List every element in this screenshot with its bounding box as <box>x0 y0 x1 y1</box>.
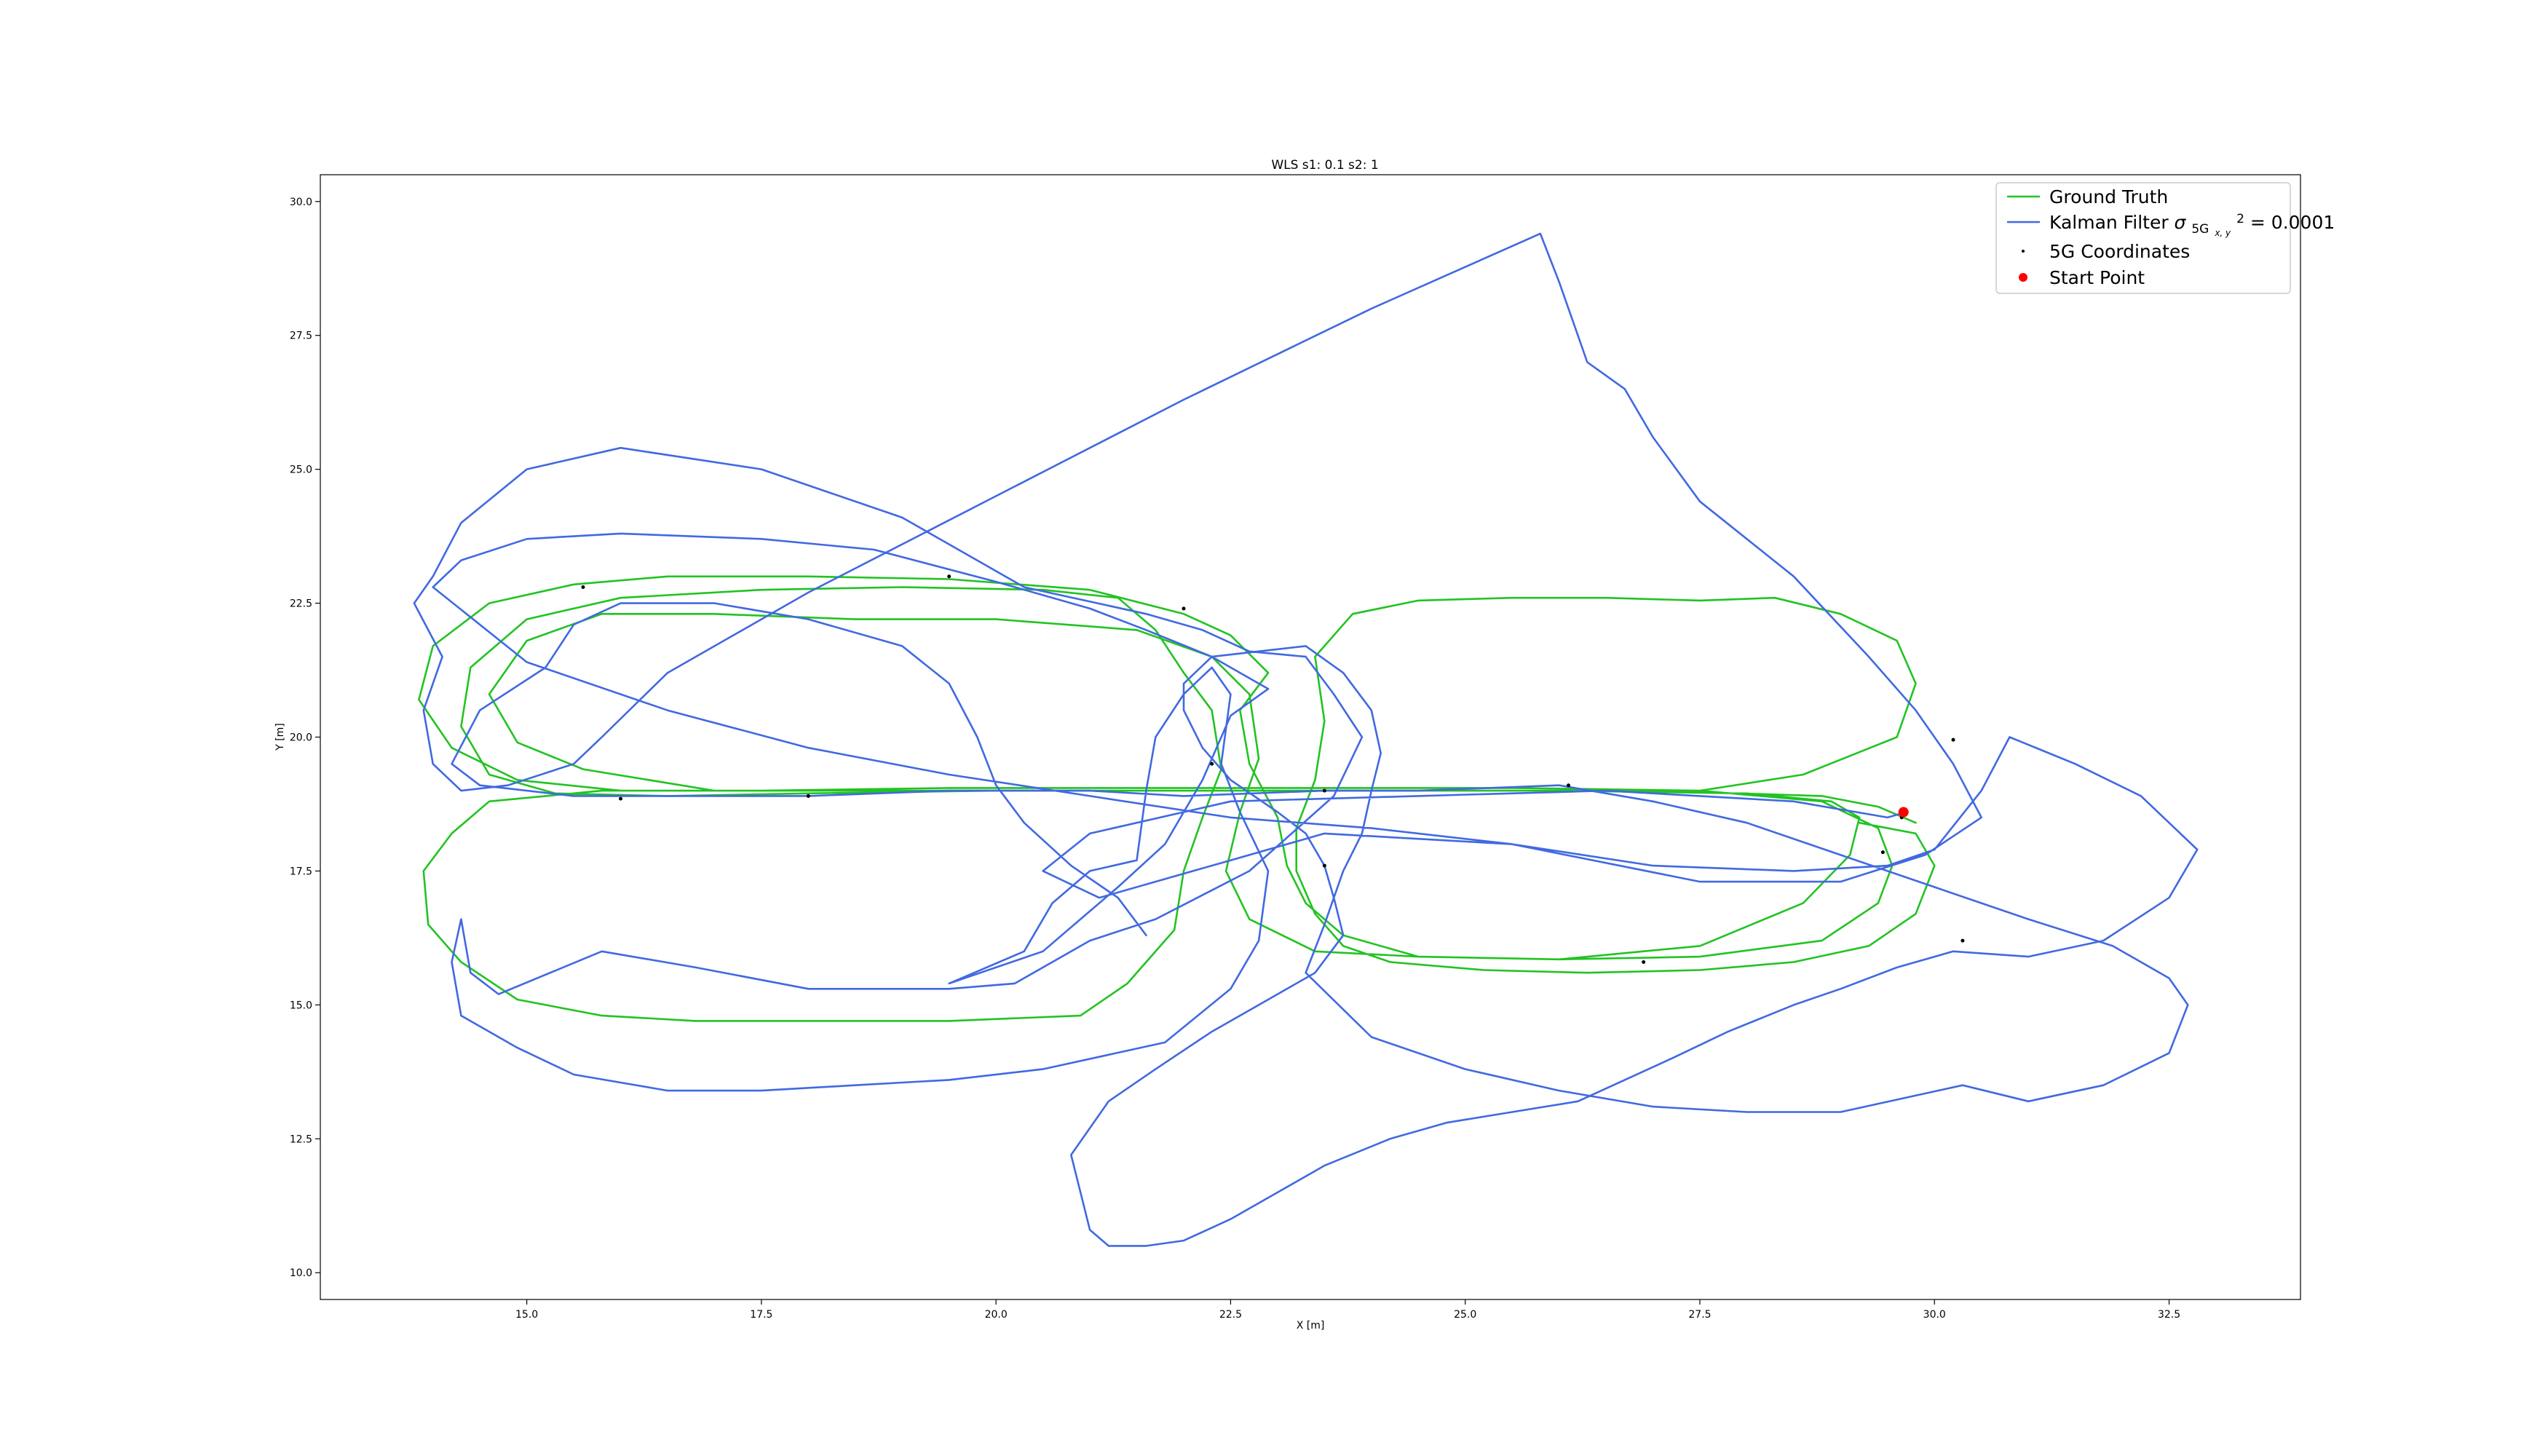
legend-start-label: Start Point <box>2049 267 2145 288</box>
y-tick-label: 25.0 <box>290 464 312 476</box>
series-line-kalman-filter <box>413 232 2199 1247</box>
y-tick-label: 12.5 <box>290 1133 312 1145</box>
y-axis: 10.0 12.5 15.0 17.5 20.0 22.5 25.0 27.5 30.0 <box>290 197 320 1279</box>
5g-coordinate-point <box>619 796 623 801</box>
x-tick-label: 17.5 <box>750 1309 772 1321</box>
chart-title: WLS s1: 0.1 s2: 1 <box>1271 158 1378 173</box>
legend-5g-swatch <box>2022 250 2025 253</box>
y-tick-label: 22.5 <box>290 598 312 610</box>
5g-coordinate-point <box>947 574 951 579</box>
legend-kalman-sup: 2 <box>2236 212 2244 226</box>
legend-5g-label: 5G Coordinates <box>2049 241 2190 262</box>
legend-kalman-sigma: σ <box>2175 212 2187 233</box>
x-axis: 15.0 17.5 20.0 22.5 25.0 27.5 30.0 32.5 <box>515 1299 2180 1321</box>
legend-kalman-prefix: Kalman Filter <box>2049 212 2175 233</box>
legend-box <box>1995 182 2291 294</box>
5g-coordinate-point <box>1880 850 1885 855</box>
5g-coordinate-point <box>1182 606 1186 611</box>
legend-kalman-suffix: = 0.0001 <box>2250 212 2335 233</box>
y-tick-label: 20.0 <box>290 732 312 744</box>
5g-coordinate-point <box>806 794 810 798</box>
y-axis-label: Y [m] <box>274 723 286 751</box>
y-tick-label: 15.0 <box>290 1000 312 1011</box>
x-tick-label: 15.0 <box>515 1309 538 1321</box>
x-tick-label: 30.0 <box>1923 1309 1946 1321</box>
y-tick-label: 17.5 <box>290 866 312 877</box>
5g-coordinate-point <box>1961 938 1965 943</box>
x-tick-label: 27.5 <box>1688 1309 1711 1321</box>
series-layer <box>413 232 2199 1247</box>
5g-coordinate-point <box>1642 960 1646 964</box>
x-tick-label: 25.0 <box>1454 1309 1476 1321</box>
y-tick-label: 30.0 <box>290 197 312 208</box>
5g-coordinate-point <box>1567 783 1571 788</box>
x-tick-label: 22.5 <box>1219 1309 1242 1321</box>
series-line-ground-truth <box>418 575 1936 1022</box>
legend-ground-truth-label: Ground Truth <box>2049 186 2168 207</box>
legend-kalman-label: Kalman Filter σ 5G x, y 2 = 0.0001 <box>2049 206 2335 240</box>
5g-coordinate-point <box>1322 788 1326 793</box>
5g-coordinate-point <box>1210 761 1214 766</box>
y-tick-label: 10.0 <box>290 1267 312 1279</box>
legend-kalman-subsub: x, y <box>2214 228 2231 238</box>
points-layer <box>581 574 1965 964</box>
x-tick-label: 20.0 <box>985 1309 1008 1321</box>
5g-coordinate-point <box>1951 737 1955 742</box>
5g-coordinate-point <box>1322 863 1326 868</box>
x-axis-label: X [m] <box>1297 1320 1325 1332</box>
legend: Ground Truth Kalman Filter σ 5G x, y 2 =… <box>1995 182 2335 294</box>
x-tick-label: 32.5 <box>2158 1309 2180 1321</box>
y-tick-label: 27.5 <box>290 331 312 342</box>
legend-kalman-sub: 5G <box>2191 222 2209 237</box>
5g-coordinate-point <box>581 585 585 589</box>
start-point-marker <box>1898 807 1909 818</box>
legend-start-swatch <box>2019 273 2027 282</box>
